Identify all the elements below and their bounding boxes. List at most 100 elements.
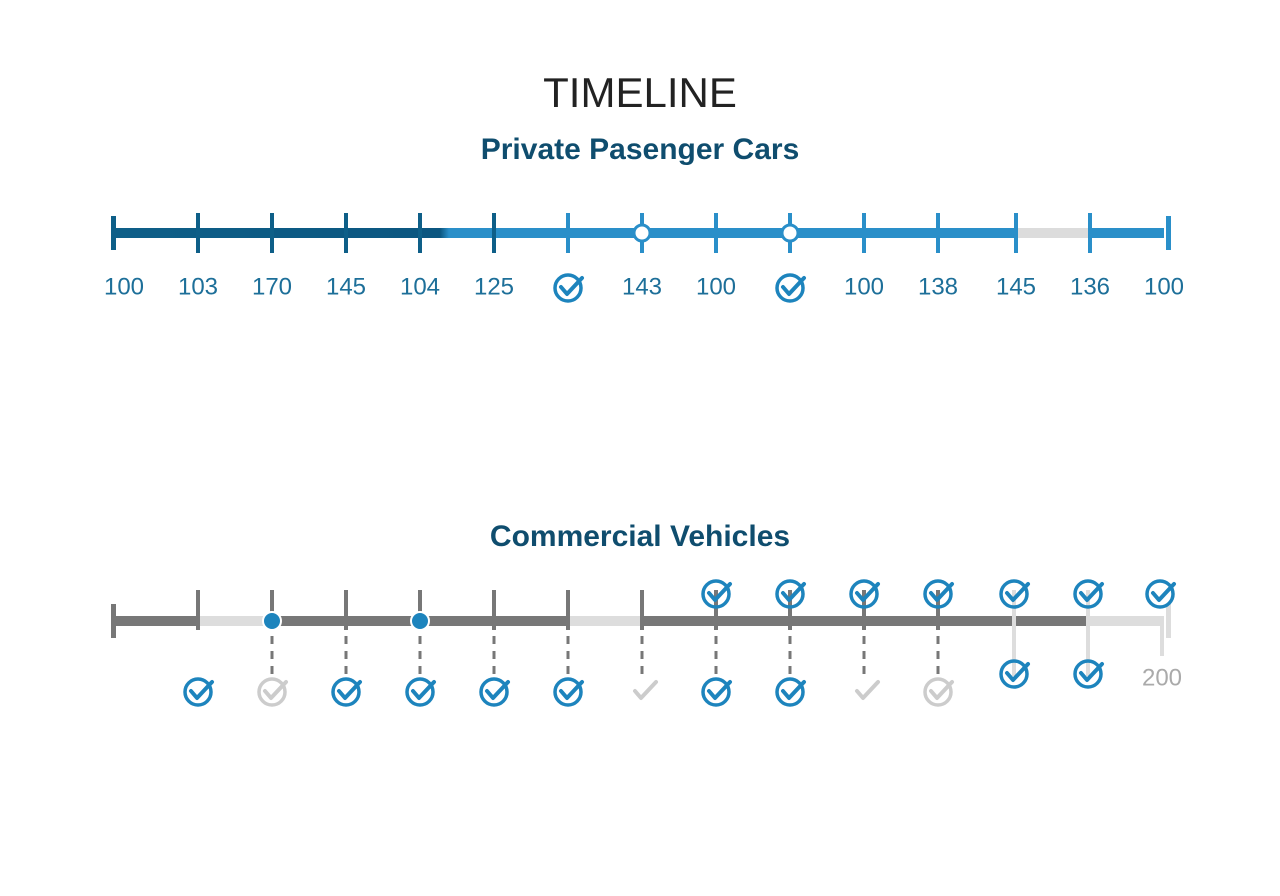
tick <box>714 213 718 253</box>
check-ring <box>999 659 1029 689</box>
check-icon <box>257 677 288 707</box>
check-mark <box>1151 582 1176 602</box>
check-icon <box>999 659 1030 689</box>
check-mark <box>855 582 880 602</box>
check-icon <box>1145 579 1176 609</box>
drop-line <box>1012 626 1016 676</box>
tick <box>344 213 348 253</box>
tick-label: 136 <box>1070 273 1110 300</box>
tick <box>196 213 200 253</box>
check-icon <box>1073 659 1104 689</box>
check-mark <box>781 680 806 700</box>
check-ring <box>701 579 731 609</box>
check-mark <box>929 680 954 700</box>
milestone <box>262 611 282 631</box>
tick <box>1088 213 1092 253</box>
check-ring <box>183 677 213 707</box>
tick <box>1014 213 1018 253</box>
check-ring <box>257 677 287 707</box>
check-mark <box>263 680 288 700</box>
tick-label: 100 <box>696 273 736 300</box>
check-mark <box>633 680 658 700</box>
check-ring <box>849 579 879 609</box>
tick <box>492 213 496 253</box>
check-mark <box>1079 582 1104 602</box>
check-icon <box>775 677 806 707</box>
tick-label: 104 <box>400 273 440 300</box>
check-ring <box>923 579 953 609</box>
check-mark <box>1005 662 1030 682</box>
section-title: Commercial Vehicles <box>490 520 790 553</box>
check-ring <box>775 579 805 609</box>
tick-label: 145 <box>996 273 1036 300</box>
check-mark <box>1079 662 1104 682</box>
check-ring <box>1073 579 1103 609</box>
tick <box>566 213 570 253</box>
tick <box>492 590 496 630</box>
check-mark <box>337 680 362 700</box>
check-mark <box>559 276 584 296</box>
tick <box>936 590 940 630</box>
check-ring <box>923 677 953 707</box>
check-mark <box>929 582 954 602</box>
check-icon <box>331 677 362 707</box>
section-title: Private Pasenger Cars <box>481 133 800 166</box>
tick <box>936 213 940 253</box>
tick <box>418 590 422 630</box>
tick-label: 100 <box>1144 273 1184 300</box>
check-icon <box>855 680 880 700</box>
check-icon <box>701 677 732 707</box>
tick <box>640 590 644 630</box>
tick <box>862 590 866 630</box>
check-icon <box>553 677 584 707</box>
tick-label: 100 <box>104 273 144 300</box>
check-icon <box>183 677 214 707</box>
end-label: 200 <box>1142 664 1182 691</box>
check-icon <box>775 579 806 609</box>
tick <box>344 590 348 630</box>
check-mark <box>485 680 510 700</box>
tick <box>270 213 274 253</box>
check-ring <box>553 677 583 707</box>
check-mark <box>781 276 806 296</box>
check-icon <box>849 579 880 609</box>
check-icon <box>923 677 954 707</box>
check-mark <box>1005 582 1030 602</box>
drop-line <box>1086 626 1090 676</box>
timeline-ticks <box>196 213 1092 253</box>
check-mark <box>781 582 806 602</box>
check-icon <box>701 579 732 609</box>
check-icon <box>633 680 658 700</box>
check-icon <box>999 579 1030 609</box>
tick-label: 100 <box>844 273 884 300</box>
tick-label: 138 <box>918 273 958 300</box>
milestone <box>780 223 800 243</box>
check-ring <box>775 273 805 303</box>
check-mark <box>189 680 214 700</box>
check-ring <box>1073 659 1103 689</box>
milestone <box>410 611 430 631</box>
check-ring <box>701 677 731 707</box>
check-icon <box>405 677 436 707</box>
tick-label: 103 <box>178 273 218 300</box>
tick <box>196 590 200 630</box>
check-mark <box>411 680 436 700</box>
check-ring <box>1145 579 1175 609</box>
check-ring <box>553 273 583 303</box>
tick-label: 143 <box>622 273 662 300</box>
check-ring <box>999 579 1029 609</box>
check-icon <box>479 677 510 707</box>
check-icon <box>775 273 806 303</box>
check-icon <box>923 579 954 609</box>
page-title: TIMELINE <box>543 69 737 116</box>
tick <box>566 590 570 630</box>
drop-line <box>1160 626 1164 656</box>
tick <box>270 590 274 630</box>
check-ring <box>479 677 509 707</box>
tick <box>862 213 866 253</box>
tick <box>1086 590 1090 630</box>
check-ring <box>405 677 435 707</box>
tick-label: 145 <box>326 273 366 300</box>
check-mark <box>707 680 732 700</box>
